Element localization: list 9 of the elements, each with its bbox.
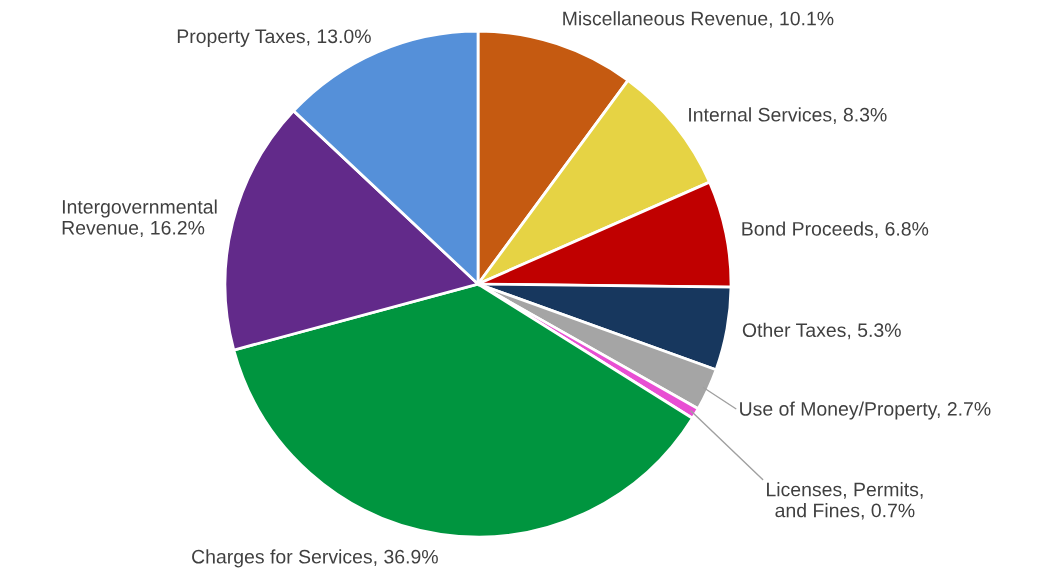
- slice-label: Property Taxes, 13.0%: [177, 29, 371, 47]
- slice-label: Miscellaneous Revenue, 10.1%: [563, 11, 834, 28]
- slice-label: Intergovernmental Revenue, 16.2%: [62, 199, 217, 237]
- slice-label: Use of Money/Property, 2.7%: [740, 401, 991, 420]
- slice-label: Bond Proceeds, 6.8%: [742, 221, 929, 239]
- slice-label: Charges for Services, 36.9%: [192, 549, 438, 568]
- slice-label: Other Taxes, 5.3%: [742, 322, 901, 340]
- slice-label: Licenses, Permits, and Fines, 0.7%: [767, 482, 923, 520]
- slice-label: Internal Services, 8.3%: [689, 107, 887, 124]
